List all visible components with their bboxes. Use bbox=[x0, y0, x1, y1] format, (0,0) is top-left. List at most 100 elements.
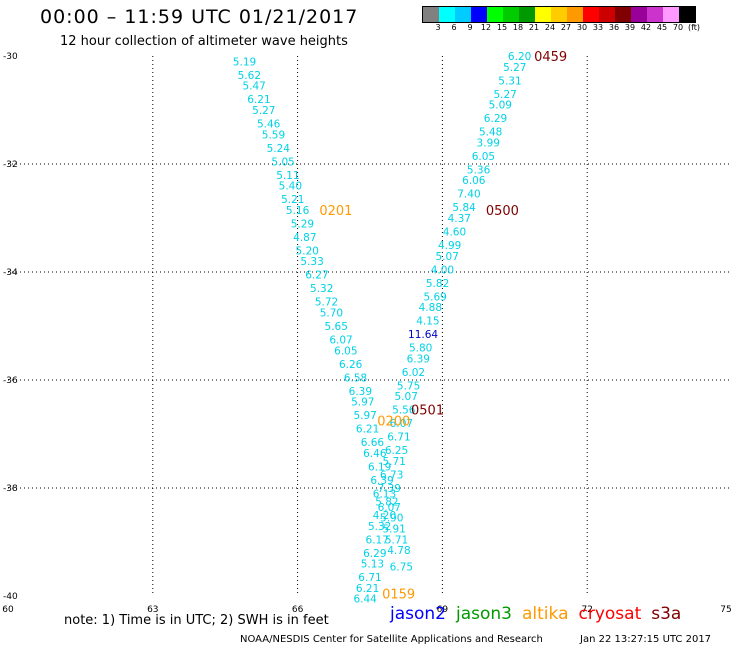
wave-height-label: 5.97 bbox=[351, 397, 374, 409]
x-tick-label: 69 bbox=[437, 605, 449, 615]
wave-height-label: 6.19 bbox=[368, 461, 391, 473]
wave-height-label: 6.07 bbox=[378, 502, 401, 514]
wave-height-label: 5.70 bbox=[320, 308, 343, 320]
scale-swatch bbox=[519, 7, 535, 22]
time-label: 0459 bbox=[534, 50, 567, 65]
wave-height-label: 6.39 bbox=[407, 353, 430, 365]
wave-height-label: 6.58 bbox=[344, 372, 367, 384]
scale-swatch bbox=[551, 7, 567, 22]
wave-height-label: 5.72 bbox=[315, 297, 338, 309]
wave-height-label: 7.40 bbox=[457, 189, 480, 201]
scale-swatch bbox=[663, 7, 679, 22]
wave-height-label: 6.02 bbox=[402, 367, 425, 379]
wave-height-label: 5.56 bbox=[392, 405, 416, 417]
satellite-legend: jason2 jason3 altika cryosat s3a bbox=[390, 604, 681, 624]
scale-label: (ft) bbox=[687, 23, 701, 32]
wave-height-label: 5.48 bbox=[479, 127, 502, 139]
wave-height-label: 4.60 bbox=[443, 227, 466, 239]
scale-swatch bbox=[439, 7, 455, 22]
scale-swatch bbox=[567, 7, 583, 22]
x-tick-label: 75 bbox=[720, 605, 731, 615]
wave-height-label: 5.16 bbox=[286, 205, 310, 217]
scale-swatch bbox=[487, 7, 503, 22]
wave-height-label: 5.27 bbox=[493, 89, 516, 101]
wave-height-label: 6.27 bbox=[305, 270, 328, 282]
scale-swatch bbox=[423, 7, 439, 22]
wave-height-label: 6.21 bbox=[356, 583, 379, 595]
y-tick-label: -32 bbox=[3, 160, 18, 170]
wave-height-label: 6.46 bbox=[363, 448, 387, 460]
scale-label: 6 bbox=[451, 23, 457, 32]
wave-height-label: 6.25 bbox=[385, 445, 408, 457]
wave-height-label: 5.07 bbox=[395, 391, 418, 403]
wave-height-label: 6.44 bbox=[353, 594, 377, 606]
color-scale-labels: 3 6 9 12 15 18 21 24 27 30 33 36 39 42 45 70 (ft) bbox=[422, 23, 740, 37]
wave-height-label: 5.05 bbox=[271, 156, 294, 168]
color-scale-legend bbox=[422, 6, 696, 23]
y-tick-label: -30 bbox=[3, 52, 18, 62]
wave-height-label: 6.05 bbox=[472, 151, 495, 163]
wave-height-label: 5.97 bbox=[353, 410, 376, 422]
wave-height-label: 5.07 bbox=[436, 251, 459, 263]
scale-label: 42 bbox=[640, 23, 652, 32]
wave-height-label: 5.19 bbox=[233, 56, 256, 68]
wave-height-label: 6.07 bbox=[390, 418, 413, 430]
scale-label: 18 bbox=[512, 23, 524, 32]
wave-height-label: 5.32 bbox=[310, 283, 333, 295]
wave-height-label: 5.75 bbox=[397, 380, 420, 392]
scale-swatch bbox=[455, 7, 471, 22]
wave-height-label: 5.62 bbox=[238, 70, 261, 82]
wave-height-label: 7.39 bbox=[378, 483, 401, 495]
credit-text: NOAA/NESDIS Center for Satellite Applica… bbox=[240, 634, 543, 645]
page-title: 00:00 – 11:59 UTC 01/21/2017 bbox=[40, 6, 359, 28]
wave-height-label: 5.31 bbox=[498, 75, 521, 87]
scale-swatch bbox=[679, 7, 695, 22]
wave-height-label: 4.20 bbox=[373, 510, 396, 522]
satellite-legend-jason2: jason2 bbox=[390, 604, 446, 624]
x-tick-label: 72 bbox=[581, 605, 592, 615]
wave-height-label: 4.88 bbox=[419, 302, 442, 314]
scale-label: 27 bbox=[560, 23, 572, 32]
wave-height-label: 5.90 bbox=[380, 513, 403, 525]
scale-label: 36 bbox=[608, 23, 620, 32]
wave-height-label: 6.17 bbox=[366, 534, 389, 546]
wave-height-label: 5.09 bbox=[489, 100, 512, 112]
y-tick-label: -34 bbox=[3, 268, 18, 278]
wave-height-label: 5.46 bbox=[257, 119, 281, 131]
time-label: 0500 bbox=[486, 204, 519, 219]
scale-swatch bbox=[583, 7, 599, 22]
wave-height-label: 4.15 bbox=[416, 316, 439, 328]
wave-height-label: 5.71 bbox=[385, 534, 408, 546]
wave-height-label: 5.27 bbox=[252, 105, 275, 117]
scale-swatch bbox=[471, 7, 487, 22]
wave-height-label: 5.82 bbox=[375, 497, 398, 509]
wave-height-label: 6.07 bbox=[329, 335, 352, 347]
wave-height-label: 5.82 bbox=[426, 278, 449, 290]
wave-height-label: 5.36 bbox=[467, 164, 491, 176]
wave-height-label: 4.00 bbox=[431, 264, 454, 276]
wave-height-label: 6.13 bbox=[373, 488, 396, 500]
wave-height-label: 5.40 bbox=[279, 181, 302, 193]
wave-height-label: 6.66 bbox=[361, 437, 385, 449]
wave-height-label: 6.05 bbox=[334, 345, 357, 357]
wave-height-label: 5.59 bbox=[262, 129, 285, 141]
y-tick-label: -36 bbox=[3, 376, 18, 386]
time-label: 0201 bbox=[319, 204, 352, 219]
wave-height-label: 5.33 bbox=[300, 256, 323, 268]
wave-height-label: 6.71 bbox=[358, 572, 381, 584]
scale-swatch bbox=[647, 7, 663, 22]
wave-height-label: 6.21 bbox=[356, 424, 379, 436]
wave-height-label: 3.99 bbox=[477, 137, 500, 149]
scale-swatch bbox=[615, 7, 631, 22]
wave-height-label: 5.47 bbox=[242, 81, 265, 93]
wave-height-label: 6.39 bbox=[370, 475, 393, 487]
wave-height-label: 6.39 bbox=[349, 386, 372, 398]
wave-height-label: 5.13 bbox=[361, 559, 384, 571]
scale-label: 15 bbox=[496, 23, 508, 32]
scale-swatch bbox=[599, 7, 615, 22]
satellite-legend-altika: altika bbox=[522, 604, 569, 624]
time-label: 0159 bbox=[382, 587, 415, 602]
timestamp: Jan 22 13:27:15 UTC 2017 bbox=[580, 634, 712, 645]
wave-height-label: 5.71 bbox=[382, 456, 405, 468]
